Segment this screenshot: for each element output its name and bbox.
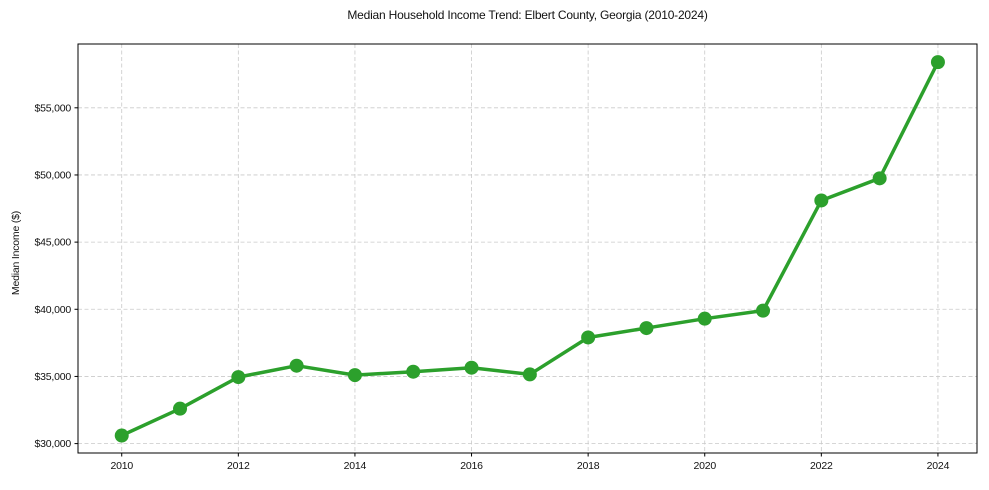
y-tick-label: $40,000 xyxy=(34,304,71,316)
x-tick-label: 2024 xyxy=(927,460,950,472)
y-tick-label: $50,000 xyxy=(34,169,71,181)
data-point-2017 xyxy=(522,367,537,382)
data-point-2018 xyxy=(581,330,596,345)
y-axis: $30,000 $35,000 $40,000 $45,000 $50,000 $55,0… xyxy=(34,102,78,450)
y-tick-label: $30,000 xyxy=(34,438,71,450)
data-point-2023 xyxy=(872,171,887,186)
data-point-2012 xyxy=(231,370,246,385)
x-tick-label: 2010 xyxy=(110,460,133,472)
data-point-2021 xyxy=(756,303,771,318)
x-tick-label: 2020 xyxy=(693,460,716,472)
x-tick-label: 2014 xyxy=(344,460,367,472)
y-tick-label: $55,000 xyxy=(34,102,71,114)
data-point-2020 xyxy=(697,311,712,326)
data-point-2024 xyxy=(930,55,945,70)
y-tick-label: $35,000 xyxy=(34,371,71,383)
data-point-2022 xyxy=(814,193,829,208)
data-point-2013 xyxy=(289,358,304,373)
data-points xyxy=(114,55,945,443)
x-tick-label: 2022 xyxy=(810,460,833,472)
data-point-2014 xyxy=(347,368,362,383)
data-point-2011 xyxy=(173,401,188,416)
data-point-2015 xyxy=(406,364,421,379)
x-tick-label: 2016 xyxy=(460,460,483,472)
data-point-2019 xyxy=(639,321,654,336)
x-tick-label: 2012 xyxy=(227,460,250,472)
data-point-2010 xyxy=(114,428,129,443)
y-tick-label: $45,000 xyxy=(34,237,71,249)
x-axis: 2010 2012 2014 2016 2018 2020 2022 2024 xyxy=(110,453,950,472)
chart-title: Median Household Income Trend: Elbert Co… xyxy=(347,8,708,22)
x-tick-label: 2018 xyxy=(577,460,600,472)
plot-frame xyxy=(77,43,978,454)
data-point-2016 xyxy=(464,360,479,375)
